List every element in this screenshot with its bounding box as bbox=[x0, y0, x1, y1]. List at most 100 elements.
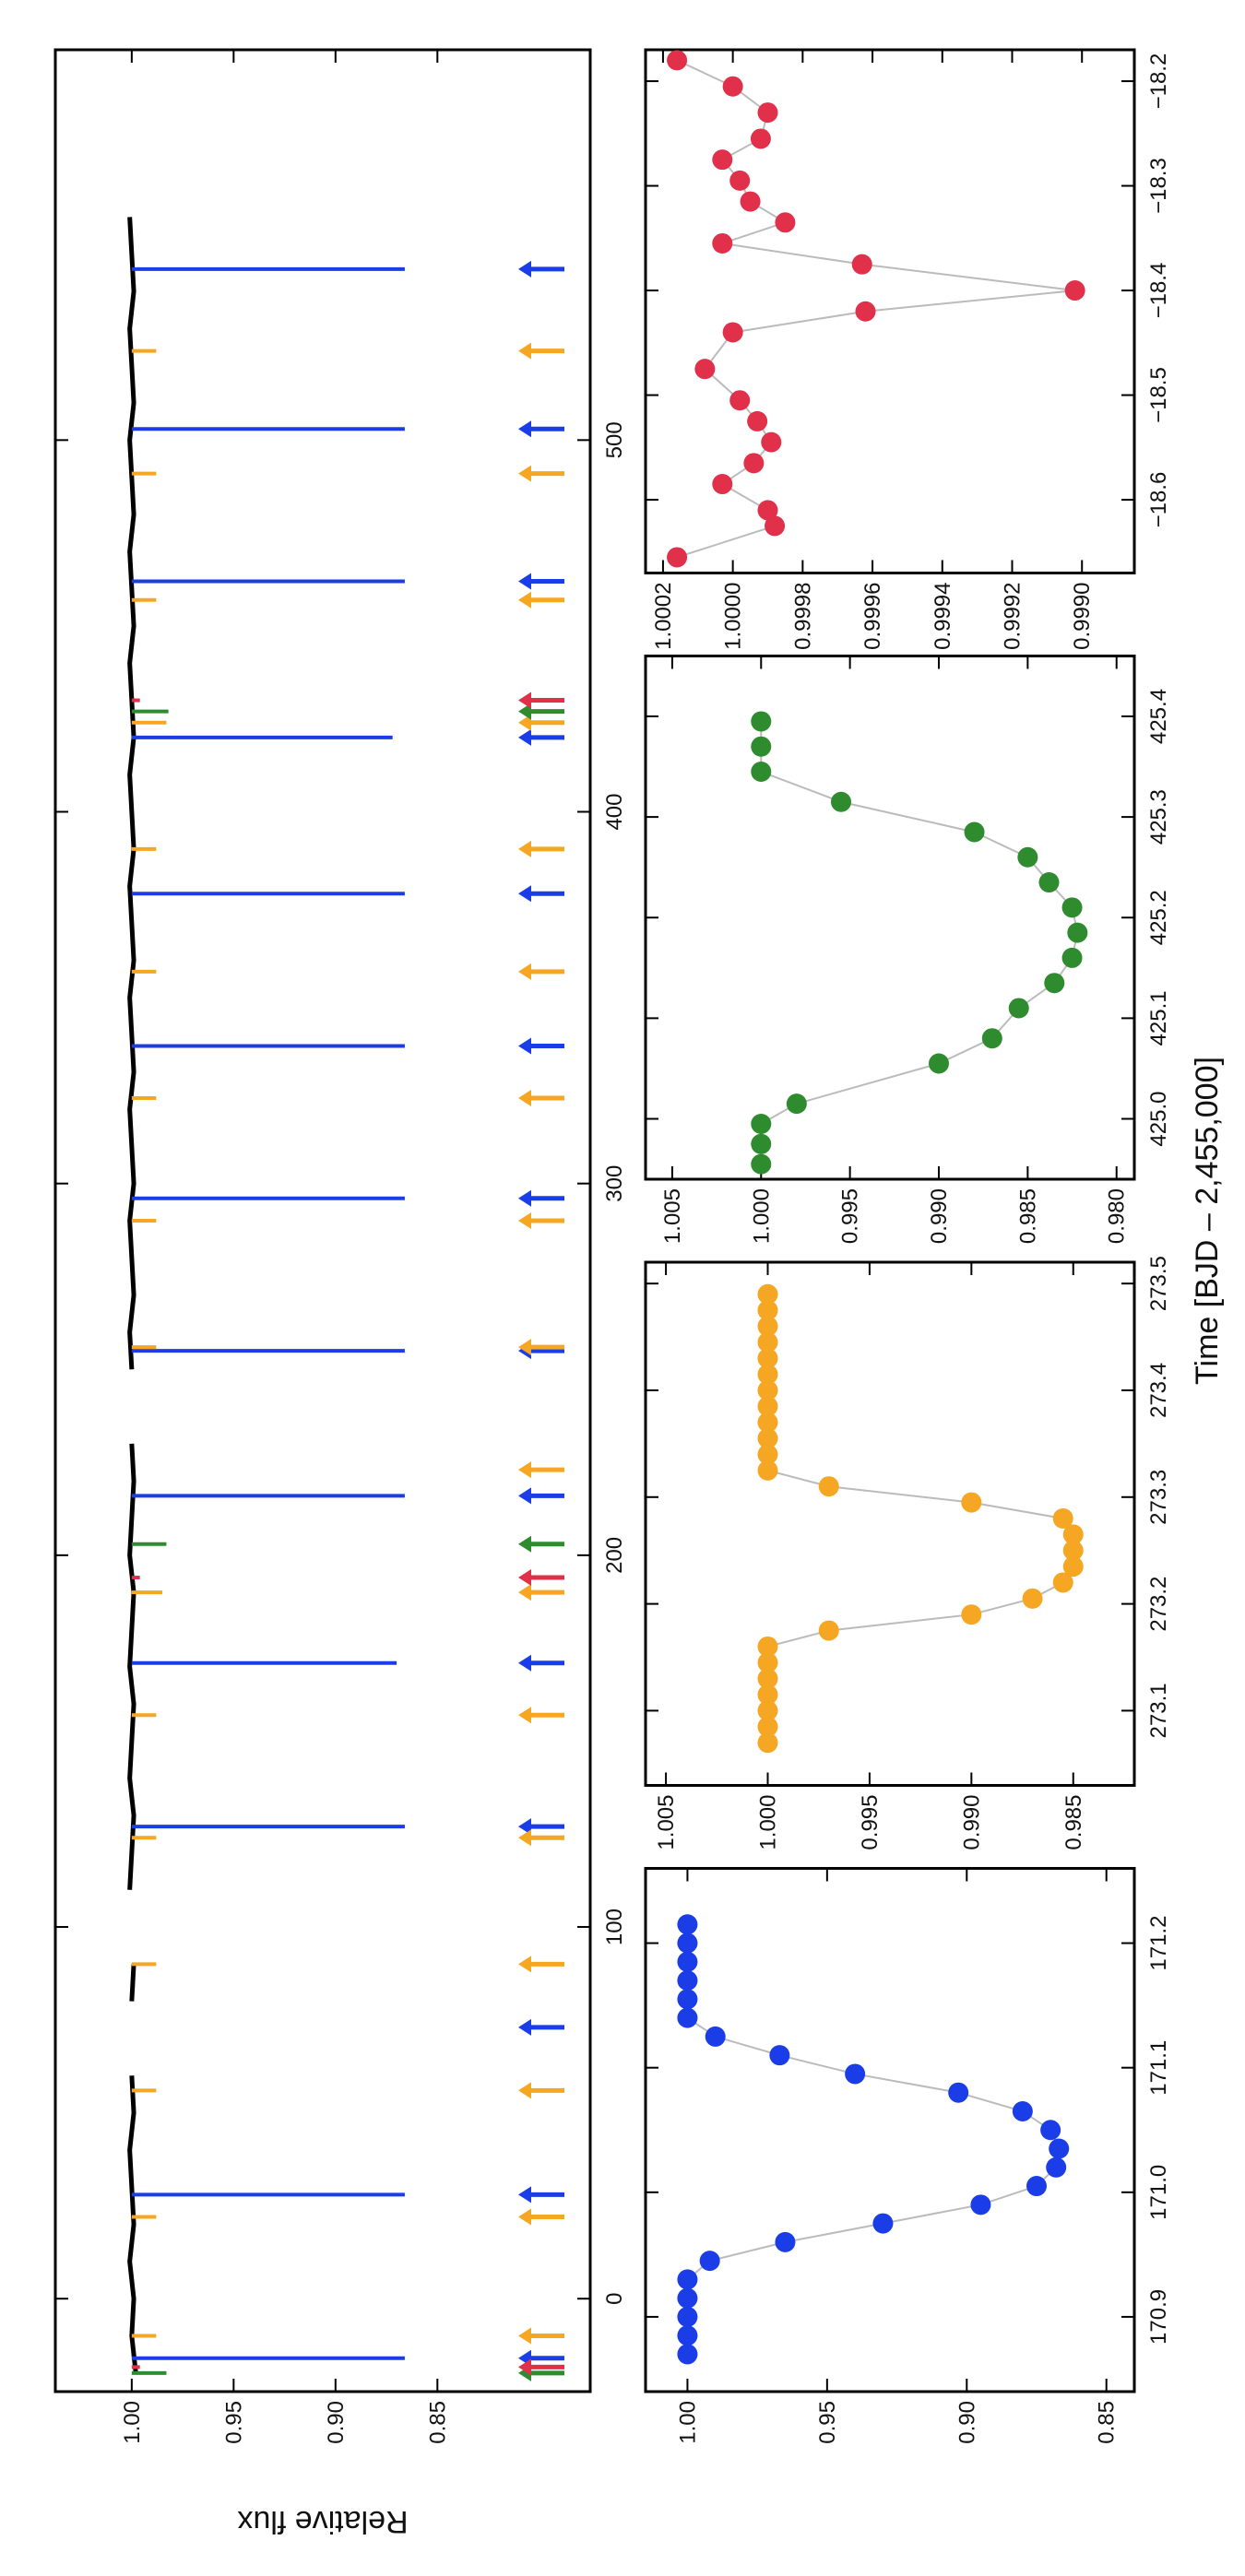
data-point bbox=[705, 2026, 726, 2047]
y-tick-label: 0.980 bbox=[1105, 1188, 1130, 1244]
data-point bbox=[769, 2045, 790, 2066]
data-point bbox=[751, 1113, 772, 1134]
data-point bbox=[818, 1620, 839, 1641]
y-axis-label: Relative flux bbox=[237, 2504, 408, 2539]
y-tick-label: 0.995 bbox=[838, 1188, 863, 1244]
panel bbox=[644, 1867, 1136, 2393]
data-point bbox=[961, 1604, 982, 1625]
arrow-head bbox=[518, 2358, 531, 2376]
transit-arrow bbox=[518, 260, 564, 278]
data-point bbox=[699, 2251, 720, 2272]
transit-arrow bbox=[518, 573, 564, 590]
plot-frame bbox=[644, 655, 1136, 1181]
transit-arrow bbox=[518, 703, 564, 720]
y-tick-label: 0.995 bbox=[858, 1795, 883, 1850]
x-tick-label: 100 bbox=[602, 1908, 627, 1945]
arrow-head bbox=[518, 703, 531, 720]
arrow-head bbox=[518, 260, 531, 278]
y-tick-label: 0.985 bbox=[1015, 1188, 1040, 1244]
arrow-head bbox=[518, 2082, 531, 2099]
panel bbox=[644, 1260, 1136, 1787]
data-point bbox=[831, 791, 851, 812]
y-tick-label: 1.0002 bbox=[651, 583, 676, 650]
data-point bbox=[722, 76, 743, 97]
arrow-head bbox=[518, 2186, 531, 2204]
data-point bbox=[1049, 2138, 1070, 2159]
data-point bbox=[1022, 1588, 1043, 1609]
data-point bbox=[751, 762, 772, 783]
data-point bbox=[757, 1379, 778, 1400]
data-point bbox=[1040, 2120, 1061, 2141]
arrow-head bbox=[518, 1212, 531, 1229]
data-point bbox=[757, 1732, 778, 1754]
data-point bbox=[729, 170, 751, 191]
y-tick-label: 0.95 bbox=[221, 2401, 246, 2444]
arrow-head bbox=[518, 691, 531, 709]
y-tick-label: 0.990 bbox=[959, 1795, 984, 1850]
x-tick-label: 425.3 bbox=[1146, 789, 1171, 845]
arrow-head bbox=[518, 840, 531, 857]
data-point bbox=[765, 515, 786, 537]
plot-frame bbox=[53, 48, 592, 2393]
transit-arrow bbox=[518, 691, 564, 709]
arrow-head bbox=[518, 1584, 531, 1601]
data-point bbox=[961, 1492, 982, 1513]
arrow-head bbox=[518, 573, 531, 590]
data-point bbox=[845, 2063, 866, 2085]
transit-arrow bbox=[518, 728, 564, 746]
data-point bbox=[677, 2269, 698, 2290]
data-point bbox=[751, 736, 772, 757]
x-tick-label: 170.9 bbox=[1146, 2289, 1171, 2345]
data-point bbox=[677, 1970, 698, 1991]
transit-arrow bbox=[518, 2186, 564, 2204]
data-point bbox=[872, 2213, 894, 2234]
transit-arrow bbox=[518, 2327, 564, 2345]
transit-arrow bbox=[518, 2358, 564, 2376]
transit-arrow bbox=[518, 1584, 564, 1601]
data-point bbox=[757, 102, 778, 124]
transit-arrow bbox=[518, 342, 564, 360]
transit-arrow bbox=[518, 714, 564, 731]
data-point bbox=[750, 128, 771, 149]
data-point bbox=[1008, 998, 1029, 1019]
arrow-head bbox=[518, 1535, 531, 1553]
transit-arrow bbox=[518, 1189, 564, 1207]
plot-frame bbox=[644, 48, 1136, 574]
data-point bbox=[855, 301, 876, 322]
data-point bbox=[747, 410, 768, 431]
data-point bbox=[1061, 947, 1083, 968]
data-point bbox=[970, 2194, 991, 2216]
transit-arrow bbox=[518, 1461, 564, 1479]
data-point bbox=[743, 453, 765, 474]
x-axis-label: Time [BJD – 2,455,000] bbox=[1190, 1057, 1225, 1385]
y-tick-label: 0.85 bbox=[425, 2401, 450, 2444]
data-point bbox=[677, 2287, 698, 2309]
data-point bbox=[757, 1412, 778, 1433]
data-point bbox=[757, 1428, 778, 1449]
data-point bbox=[775, 212, 796, 233]
arrow-head bbox=[518, 420, 531, 438]
transit-arrow bbox=[518, 885, 564, 903]
arrow-head bbox=[518, 1487, 531, 1505]
transit-arrow bbox=[518, 1089, 564, 1106]
arrow-head bbox=[518, 1654, 531, 1672]
data-point bbox=[1067, 922, 1088, 943]
data-point bbox=[757, 1459, 778, 1481]
transit-arrow bbox=[518, 1487, 564, 1505]
arrow-head bbox=[518, 714, 531, 731]
x-tick-label: 425.0 bbox=[1146, 1091, 1171, 1146]
x-tick-label: 0 bbox=[602, 2293, 627, 2305]
data-point bbox=[757, 1700, 778, 1721]
arrow-head bbox=[518, 2208, 531, 2226]
x-tick-label: 500 bbox=[602, 421, 627, 458]
x-tick-label: 273.3 bbox=[1146, 1470, 1171, 1525]
transit-arrow bbox=[518, 591, 564, 609]
arrow-head bbox=[518, 1569, 531, 1587]
model-line bbox=[676, 59, 1075, 559]
data-point bbox=[757, 1364, 778, 1385]
transit-arrow bbox=[518, 1339, 564, 1356]
data-point bbox=[757, 1636, 778, 1657]
y-tick-label: 1.000 bbox=[756, 1795, 781, 1850]
y-tick-label: 0.9998 bbox=[790, 583, 815, 650]
data-point bbox=[677, 1989, 698, 2010]
